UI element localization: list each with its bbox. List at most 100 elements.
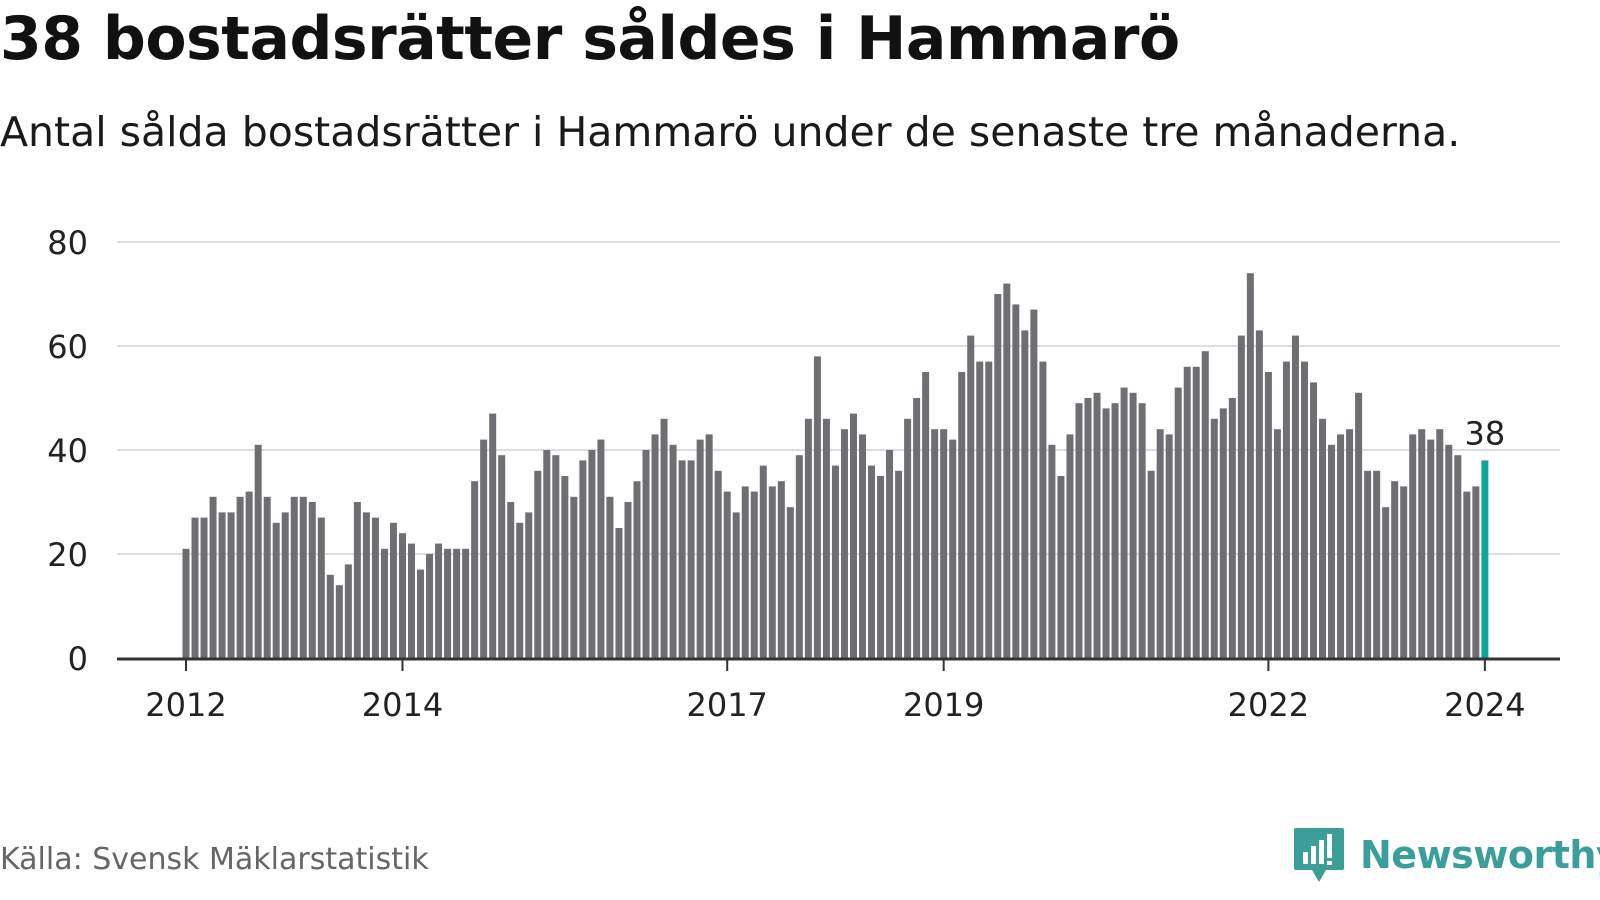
bar bbox=[1228, 398, 1236, 658]
bar bbox=[904, 418, 912, 658]
annotations: 38 bbox=[1465, 414, 1506, 452]
chart-title: 38 bostadsrätter såldes i Hammarö bbox=[0, 4, 1180, 74]
bar bbox=[245, 491, 253, 658]
bar bbox=[687, 460, 695, 658]
bar bbox=[1391, 481, 1399, 658]
bar bbox=[471, 481, 479, 658]
bar bbox=[389, 522, 397, 658]
bar bbox=[1057, 476, 1065, 658]
bar bbox=[1463, 491, 1471, 658]
bar bbox=[426, 554, 434, 658]
bar bbox=[263, 496, 271, 658]
bar bbox=[200, 517, 208, 658]
bar bbox=[660, 418, 668, 658]
bar bbox=[498, 455, 506, 658]
bar bbox=[444, 548, 452, 658]
bar bbox=[480, 439, 488, 658]
x-tick-label: 2022 bbox=[1228, 686, 1309, 724]
bar bbox=[525, 512, 533, 658]
bar bbox=[326, 574, 334, 658]
bar bbox=[913, 398, 921, 658]
bar bbox=[768, 486, 776, 658]
bar bbox=[678, 460, 686, 658]
bar bbox=[1156, 429, 1164, 658]
bar bbox=[985, 361, 993, 658]
bar bbox=[922, 372, 930, 658]
bar bbox=[1400, 486, 1408, 658]
bar bbox=[1373, 470, 1381, 658]
bar bbox=[308, 502, 316, 658]
bar bbox=[714, 470, 722, 658]
bar bbox=[940, 429, 948, 658]
bar bbox=[877, 476, 885, 658]
bar bbox=[615, 528, 623, 658]
bar bbox=[1120, 387, 1128, 658]
x-axis-ticks: 2012 2014 2017 2019 2022 2024 bbox=[145, 659, 1526, 724]
bar bbox=[786, 507, 794, 658]
bar bbox=[705, 434, 713, 658]
bar bbox=[1183, 366, 1191, 658]
bar bbox=[1472, 486, 1480, 658]
bar-chart: 0 20 40 60 80 2012 2014 2017 2019 2022 2024 38 bbox=[47, 224, 1560, 724]
bar bbox=[741, 486, 749, 658]
bar bbox=[1084, 398, 1092, 658]
bar bbox=[209, 496, 217, 658]
x-tick-label: 2017 bbox=[686, 686, 767, 724]
bar bbox=[1147, 470, 1155, 658]
bar bbox=[813, 356, 821, 658]
highlight-value-label: 38 bbox=[1465, 414, 1506, 452]
y-tick-label: 80 bbox=[47, 224, 88, 262]
bar bbox=[624, 502, 632, 658]
bar bbox=[552, 455, 560, 658]
bar bbox=[976, 361, 984, 658]
bar bbox=[362, 512, 370, 658]
bar bbox=[1282, 361, 1290, 658]
bar bbox=[696, 439, 704, 658]
bar bbox=[1328, 444, 1336, 658]
bar bbox=[254, 444, 262, 658]
bar bbox=[1201, 351, 1209, 658]
x-tick-label: 2012 bbox=[145, 686, 226, 724]
bar bbox=[1264, 372, 1272, 658]
bar bbox=[417, 569, 425, 658]
bar bbox=[281, 512, 289, 658]
bar-highlighted bbox=[1481, 460, 1489, 658]
bar bbox=[588, 450, 596, 658]
bar bbox=[949, 439, 957, 658]
bar-chart-speech-bubble-icon bbox=[1294, 828, 1344, 882]
bar bbox=[759, 465, 767, 658]
bar bbox=[290, 496, 298, 658]
bar bbox=[750, 491, 758, 658]
bar bbox=[182, 548, 190, 658]
bar bbox=[1300, 361, 1308, 658]
bar bbox=[335, 585, 343, 658]
bar bbox=[723, 491, 731, 658]
bar bbox=[859, 434, 866, 658]
x-tick-label: 2019 bbox=[903, 686, 984, 724]
bar bbox=[967, 335, 975, 658]
bar bbox=[1445, 444, 1453, 658]
x-tick-label: 2024 bbox=[1444, 686, 1525, 724]
bar bbox=[507, 502, 515, 658]
bar bbox=[299, 496, 307, 658]
bar bbox=[1021, 330, 1029, 658]
bar bbox=[1310, 382, 1317, 658]
bar bbox=[822, 418, 830, 658]
bar bbox=[516, 522, 524, 658]
bar bbox=[579, 460, 587, 658]
bar bbox=[191, 517, 199, 658]
bar bbox=[1382, 507, 1390, 658]
bar bbox=[931, 429, 939, 658]
bar bbox=[958, 372, 966, 658]
bar bbox=[398, 533, 406, 658]
bar bbox=[1048, 444, 1056, 658]
bar bbox=[1319, 418, 1327, 658]
bar bbox=[1129, 392, 1137, 658]
bar bbox=[317, 517, 325, 658]
bar bbox=[994, 294, 1002, 658]
bar bbox=[1418, 429, 1426, 658]
bar bbox=[804, 418, 812, 658]
bar bbox=[1111, 403, 1119, 658]
bar bbox=[1066, 434, 1074, 658]
bar bbox=[849, 413, 857, 658]
